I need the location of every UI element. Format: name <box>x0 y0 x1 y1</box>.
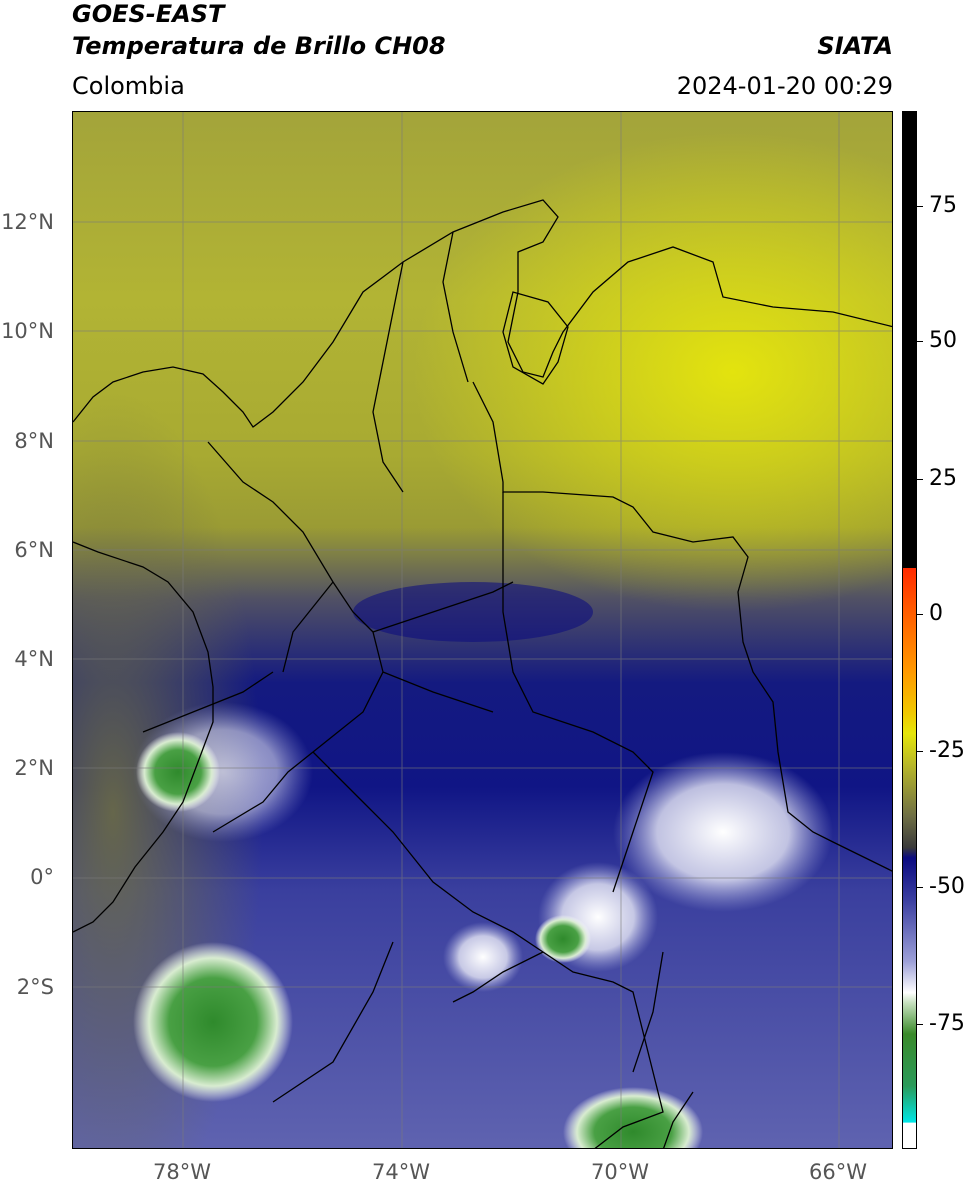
colorbar-tick-25 <box>917 479 923 480</box>
cold-band <box>353 582 593 642</box>
lat-tick-12n: 12°N <box>1 210 54 234</box>
region-label: Colombia <box>72 72 185 100</box>
cloud-east <box>613 752 833 912</box>
cloud-core-south <box>563 1087 703 1148</box>
map-canvas <box>73 112 892 1148</box>
cloud-core-amazon <box>535 915 591 963</box>
colorbar-tick-75 <box>917 206 923 207</box>
lat-tick-2s: 2°S <box>16 975 54 999</box>
title-line2: Temperatura de Brillo CH08 <box>72 32 446 60</box>
colorbar-label-50: 50 <box>929 328 957 353</box>
colorbar <box>902 111 917 1149</box>
colorbar-label-0: 0 <box>929 601 943 626</box>
organization-label: SIATA <box>817 32 893 60</box>
boundaries <box>73 199 892 1148</box>
cloud-amazon-1 <box>443 922 523 992</box>
lat-tick-8n: 8°N <box>14 429 54 453</box>
colorbar-tick-50 <box>917 341 923 342</box>
colorbar-tick-m25 <box>917 751 923 752</box>
colorbar-label-m50: -50 <box>929 874 965 899</box>
lat-tick-10n: 10°N <box>1 319 54 343</box>
timestamp-label: 2024-01-20 00:29 <box>676 72 893 100</box>
colorbar-tick-m75 <box>917 1024 923 1025</box>
lat-tick-2n: 2°N <box>14 756 54 780</box>
gridlines <box>73 112 892 1148</box>
lon-tick-78w: 78°W <box>153 1160 211 1184</box>
colorbar-label-m25: -25 <box>929 738 965 763</box>
colorbar-tick-m50 <box>917 887 923 888</box>
title-line1: GOES-EAST <box>72 0 225 28</box>
satellite-map <box>72 111 893 1149</box>
lon-tick-70w: 70°W <box>591 1160 649 1184</box>
colorbar-label-25: 25 <box>929 466 957 491</box>
lon-tick-74w: 74°W <box>372 1160 430 1184</box>
cloud-core-pacific <box>136 732 220 812</box>
lat-tick-0: 0° <box>30 865 54 889</box>
lat-tick-4n: 4°N <box>14 647 54 671</box>
lon-tick-66w: 66°W <box>809 1160 867 1184</box>
lat-tick-6n: 6°N <box>14 538 54 562</box>
colorbar-label-m75: -75 <box>929 1011 965 1036</box>
colorbar-label-75: 75 <box>929 193 957 218</box>
cloud-core-southwest <box>133 942 293 1102</box>
colorbar-tick-0 <box>917 614 923 615</box>
